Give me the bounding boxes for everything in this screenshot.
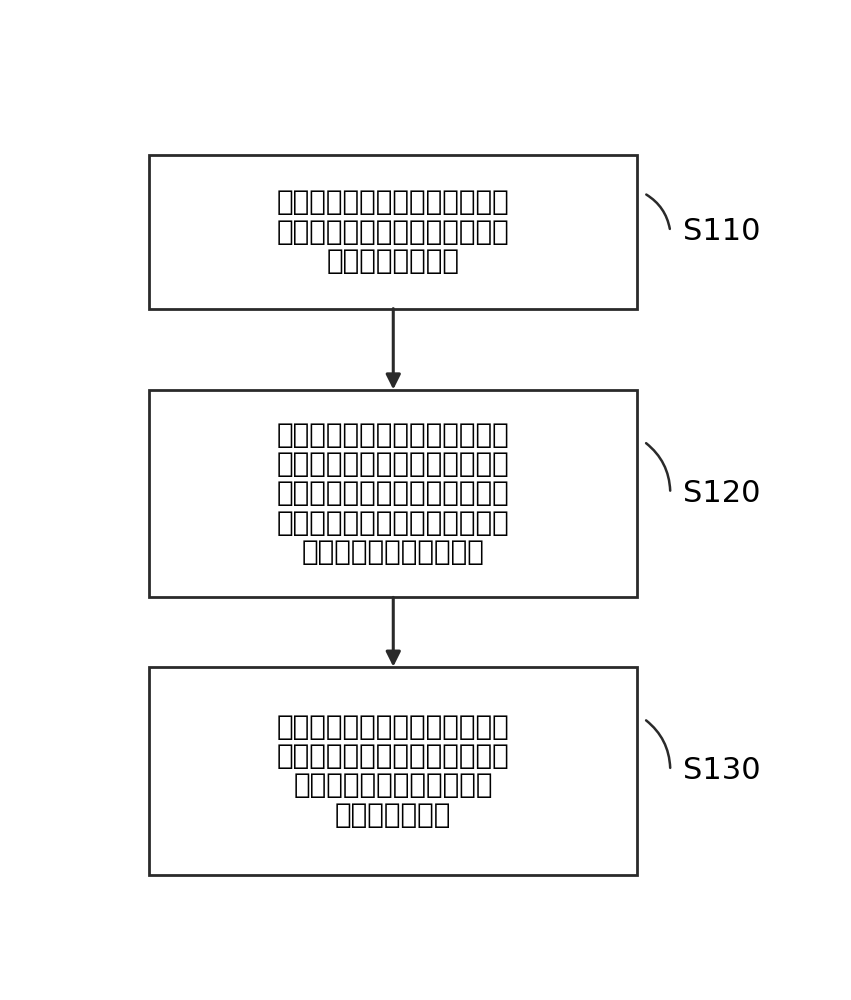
Text: 根据岩性描述信息确认目标土层: 根据岩性描述信息确认目标土层 — [277, 218, 510, 246]
Text: 所对应的土体类型: 所对应的土体类型 — [327, 247, 460, 275]
Bar — [149, 155, 637, 309]
FancyArrowPatch shape — [646, 195, 670, 229]
Bar — [149, 667, 637, 875]
Bar — [149, 389, 637, 597]
Text: 平均剪切波速，以作为待测: 平均剪切波速，以作为待测 — [294, 771, 493, 799]
Text: S130: S130 — [683, 756, 761, 785]
FancyArrowPatch shape — [646, 720, 671, 768]
FancyArrowPatch shape — [646, 443, 671, 491]
Text: S110: S110 — [683, 217, 761, 246]
Text: 度位置所受的附加应力，对土体: 度位置所受的附加应力，对土体 — [277, 450, 510, 478]
Text: 目标土层的剪切波速数据: 目标土层的剪切波速数据 — [302, 538, 485, 566]
Text: 计算预设深度范围内覆盖土层的: 计算预设深度范围内覆盖土层的 — [277, 742, 510, 770]
Text: 类型所对应的剪切波速经验数据: 类型所对应的剪切波速经验数据 — [277, 479, 510, 507]
Text: 基于目标土层的剪切波速数据，: 基于目标土层的剪切波速数据， — [277, 713, 510, 741]
Text: S120: S120 — [683, 479, 761, 508]
Text: 根据目标土层的土体在其所处深: 根据目标土层的土体在其所处深 — [277, 421, 510, 449]
Text: 场地的剪切波速: 场地的剪切波速 — [335, 801, 452, 829]
Text: 进行修正，将修正后的数据作为: 进行修正，将修正后的数据作为 — [277, 509, 510, 537]
Text: 获取目标土层的岩性描述信息，: 获取目标土层的岩性描述信息， — [277, 188, 510, 216]
